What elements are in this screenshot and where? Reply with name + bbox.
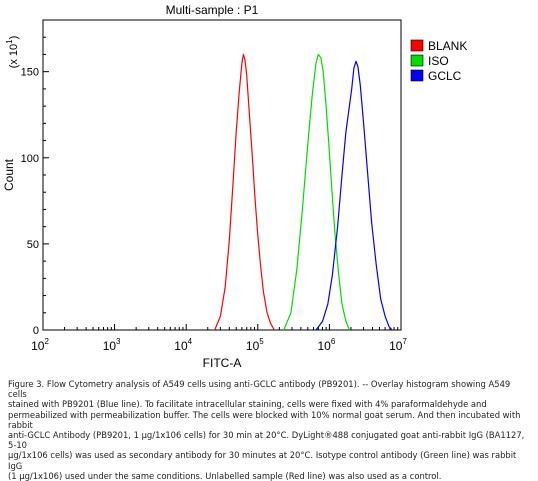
legend-swatch-gclc [410,69,424,82]
x-tick-exponent: 4 [188,337,193,346]
series-line-blank [214,53,275,331]
y-multiplier-prefix: (x 10 [8,44,20,68]
x-tick-label: 104 [174,337,192,353]
x-tick-base: 10 [103,339,117,353]
series-line-gclc [315,60,393,331]
y-axis-ticks: 0 50 100 150 [21,36,49,337]
plot-frame [42,19,402,331]
y-tick-label: 0 [33,325,39,337]
y-multiplier-label: (x 101) [5,36,20,69]
series-line-iso [283,53,350,331]
x-tick-base: 10 [317,339,331,353]
x-axis-ticks: 102 103 104 105 106 107 [31,324,407,353]
y-tick-label: 150 [21,67,39,79]
x-tick-exponent: 3 [116,337,121,346]
series-layer [214,53,393,331]
y-tick-label: 100 [21,153,39,165]
x-tick-exponent: 2 [44,337,49,346]
x-tick-exponent: 5 [259,337,264,346]
caption-line: µg/1x106 cells) was used as secondary an… [8,450,517,471]
caption-line: anti-GCLC Antibody (PB9201, 1 µg/1x106 c… [8,430,525,451]
caption-line: (1 µg/1x106) used under the same conditi… [8,470,442,481]
flow-cytometry-histogram: Multi-sample : P1 (x 101) Count FITC-A 0… [2,3,467,370]
chart-title: Multi-sample : P1 [166,3,259,17]
caption-line: Figure 3. Flow Cytometry analysis of A54… [8,379,511,400]
legend-swatch-iso [410,54,424,67]
legend-label: BLANK [428,39,467,53]
x-tick-base: 10 [174,339,188,353]
svg-text:(x 101): (x 101) [5,36,20,69]
x-tick-label: 107 [389,337,407,353]
x-axis-label: FITC-A [203,356,242,370]
y-multiplier-exponent: 1 [5,39,14,44]
y-axis-label: Count [2,158,16,191]
y-tick-label: 50 [27,239,39,251]
x-tick-label: 106 [317,337,335,353]
figure-caption: Figure 3. Flow Cytometry analysis of A54… [8,379,530,481]
x-tick-base: 10 [31,339,45,353]
x-tick-exponent: 6 [331,337,336,346]
legend-label: ISO [428,54,449,68]
x-tick-base: 10 [389,339,403,353]
legend-swatch-blank [410,39,424,52]
y-multiplier-suffix: ) [8,36,20,40]
x-tick-label: 103 [103,337,121,353]
x-tick-label: 102 [31,337,49,353]
legend-label: GCLC [428,69,462,83]
caption-line: permeabilized with permeabilization buff… [8,409,521,430]
x-tick-label: 105 [246,337,264,353]
caption-line: stained with PB9201 (Blue line). To faci… [8,399,487,410]
x-tick-base: 10 [246,339,260,353]
x-tick-exponent: 7 [402,337,407,346]
